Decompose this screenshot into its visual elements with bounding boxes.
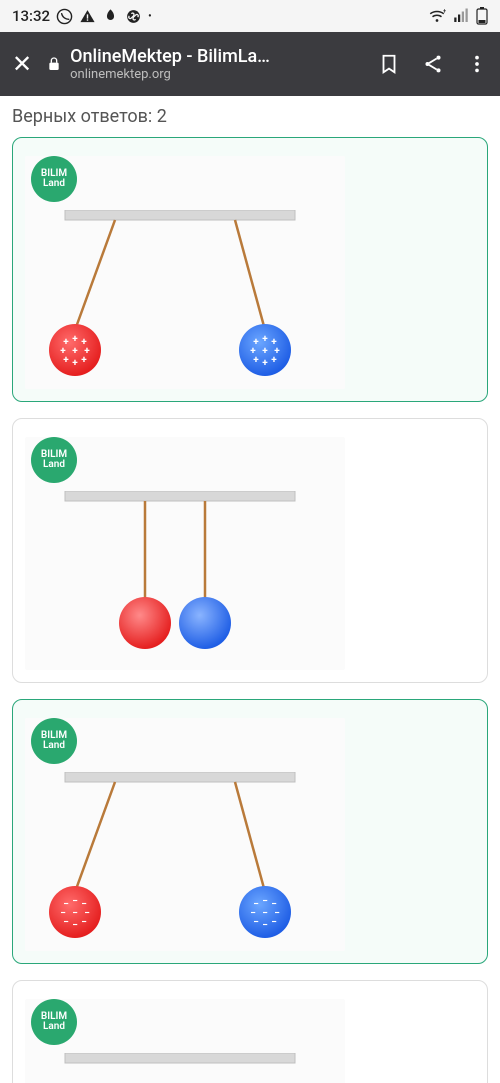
pendulum-diagram: −−−−−−−−−−−−−−−−−− [25, 772, 325, 947]
diagram-holder: BILIMLand −−−−−−−−−−−−−−−−−− [25, 718, 345, 951]
svg-text:−: − [81, 899, 87, 910]
app-icon [102, 8, 119, 25]
svg-text:−: − [262, 920, 268, 931]
url-block[interactable]: OnlineMektep - BilimLa… onlinemektep.org [46, 46, 364, 82]
svg-text:−: − [72, 908, 78, 919]
bookmark-icon[interactable] [378, 53, 400, 75]
prompt-text: Верных ответов: 2 [12, 106, 488, 127]
svg-text:−: − [271, 917, 277, 928]
svg-text:−: − [253, 899, 259, 910]
svg-text:−: − [63, 899, 69, 910]
diagram-holder: BILIMLand [25, 437, 345, 670]
browser-bar: ✕ OnlineMektep - BilimLa… onlinemektep.o… [0, 32, 500, 96]
svg-text:−: − [72, 896, 78, 907]
svg-text:+: + [271, 355, 277, 366]
battery-icon [476, 7, 488, 25]
svg-text:+: + [271, 337, 277, 348]
svg-text:+: + [81, 355, 87, 366]
page-title: OnlineMektep - BilimLa… [70, 46, 270, 67]
lock-icon [46, 56, 62, 72]
svg-text:−: − [81, 917, 87, 928]
wifi-icon: + [428, 7, 446, 25]
svg-text:+: + [253, 355, 259, 366]
svg-text:−: − [271, 899, 277, 910]
bilimland-logo: BILIMLand [31, 718, 77, 764]
status-bar: 13:32 • + [0, 0, 500, 32]
bilimland-logo: BILIMLand [31, 156, 77, 202]
svg-text:−: − [262, 896, 268, 907]
shazam-icon [125, 8, 142, 25]
page-url: onlinemektep.org [70, 67, 270, 82]
svg-text:+: + [443, 8, 446, 15]
whatsapp-icon [56, 8, 73, 25]
signal-icon [452, 7, 470, 25]
svg-text:+: + [81, 337, 87, 348]
svg-text:+: + [72, 358, 78, 369]
diagram-holder: BILIMLand ++++++++++++++++++ [25, 156, 345, 389]
quiz-content: Верных ответов: 2 BILIMLand+++++++++++++… [0, 96, 500, 1083]
svg-text:−: − [262, 908, 268, 919]
share-icon[interactable] [422, 53, 444, 75]
svg-text:+: + [72, 346, 78, 357]
svg-text:+: + [63, 355, 69, 366]
bilimland-logo: BILIMLand [31, 999, 77, 1045]
diagram-holder: BILIMLand [25, 999, 345, 1083]
status-left: 13:32 • [12, 7, 152, 25]
warning-icon [79, 8, 96, 25]
svg-text:+: + [262, 358, 268, 369]
svg-text:−: − [253, 917, 259, 928]
pendulum-diagram [25, 1053, 325, 1083]
svg-text:−: − [63, 917, 69, 928]
svg-text:+: + [72, 334, 78, 345]
close-icon[interactable]: ✕ [12, 50, 32, 78]
dot-icon: • [148, 11, 152, 22]
svg-text:+: + [262, 334, 268, 345]
answer-option[interactable]: BILIMLand −−−−−−−−−−−−−−−−−− [12, 699, 488, 964]
answer-option[interactable]: BILIMLand [12, 418, 488, 683]
status-right: + [428, 7, 488, 25]
clock: 13:32 [12, 7, 50, 25]
bilimland-logo: BILIMLand [31, 437, 77, 483]
menu-icon[interactable] [466, 53, 488, 75]
svg-text:+: + [262, 346, 268, 357]
answer-option[interactable]: BILIMLand ++++++++++++++++++ [12, 137, 488, 402]
svg-text:+: + [63, 337, 69, 348]
svg-text:−: − [72, 920, 78, 931]
pendulum-diagram: ++++++++++++++++++ [25, 210, 325, 385]
svg-text:+: + [253, 337, 259, 348]
pendulum-diagram [25, 491, 325, 666]
answer-option[interactable]: BILIMLand [12, 980, 488, 1083]
